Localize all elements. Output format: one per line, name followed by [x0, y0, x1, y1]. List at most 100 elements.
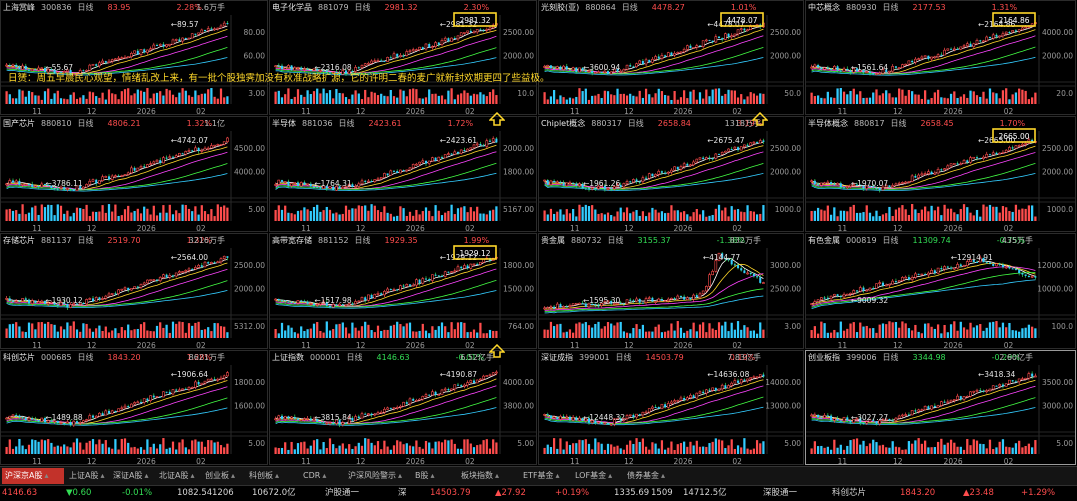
candle-body	[59, 422, 63, 425]
volume-bar	[463, 206, 466, 221]
volume-bar	[191, 325, 194, 338]
volume-bar	[865, 205, 868, 221]
candle-body	[78, 69, 82, 74]
volume-bar	[885, 213, 888, 221]
chart-panel-399006[interactable]: 创业板指 399006 日线 3344.98 -0.29% 2.60亿手 ←3418.34 ←…	[805, 350, 1076, 465]
chart-panel-399001[interactable]: 深证成指 399001 日线 14503.79 0.19% 7.83亿手 ←14636.08…	[538, 350, 804, 465]
candle-body	[884, 284, 888, 287]
volume-bar	[933, 447, 936, 454]
tab-9[interactable]: 板块指数 ▴	[458, 468, 518, 484]
chart-panel-880864[interactable]: 光刻胶(亚) 880864 日线 4478.27 1.01% ←4478.07 ←3600.…	[538, 0, 804, 115]
volume-bar	[816, 446, 820, 454]
candle-body	[972, 390, 976, 393]
volume-bar	[5, 91, 8, 104]
candle-body	[312, 68, 316, 71]
kline-chart[interactable]: ←14636.08←12448.3214000.0013000.005.0011…	[539, 351, 804, 465]
chart-panel-881079[interactable]: 电子化学品 881079 日线 2981.32 2.30% ←2981.32 ←2316.0…	[269, 0, 537, 115]
chart-panel-880817[interactable]: 半导体概念 880817 日线 2658.45 1.70% ←2665.00 ←1970.0…	[805, 116, 1076, 232]
candle-body	[826, 297, 829, 299]
volume-bar	[660, 211, 664, 221]
volume-bar	[733, 448, 736, 454]
volume-bar	[556, 324, 559, 338]
volume-bar	[203, 211, 207, 221]
tab-12[interactable]: 债券基金 ▴	[624, 468, 678, 484]
volume-bar	[107, 204, 111, 221]
tab-1[interactable]: 上证A股 ▴	[66, 468, 108, 484]
volume-bar	[1014, 443, 1018, 454]
volume-bar	[1005, 446, 1008, 454]
chart-panel-000819[interactable]: 有色金属 000819 日线 11309.74 -0.75% 435万手 ←12914.91…	[805, 233, 1076, 349]
chart-panel-880930[interactable]: 中芯概念 880930 日线 2177.53 1.31% ←2164.86 ←1561.64…	[805, 0, 1076, 115]
sz-connect-label[interactable]: 深股通一	[763, 488, 798, 498]
volume-bar	[59, 326, 63, 338]
hk-connect-label[interactable]: 沪股通一	[325, 488, 360, 498]
candle-body	[855, 68, 859, 72]
tab-0[interactable]: 沪深京A股 ▴	[2, 468, 64, 484]
volume-bar	[431, 93, 434, 104]
volume-bar	[300, 326, 303, 338]
volume-bar	[721, 325, 724, 338]
candle-body	[181, 37, 184, 42]
chart-panel-300836[interactable]: 上海赏峰 300836 日线 83.95 2.28% 1.6万手 ←89.57 ←55.67 8…	[0, 0, 268, 115]
tab-6[interactable]: CDR ▴	[300, 468, 342, 484]
volume-bar	[463, 322, 466, 338]
volume-bar	[759, 322, 762, 338]
volume-bar	[865, 325, 868, 338]
tab-5[interactable]: 科创板 ▴	[246, 468, 298, 484]
candle-body	[11, 414, 15, 417]
candle-body	[136, 50, 139, 55]
candle-body	[1017, 145, 1021, 147]
candle-body	[98, 412, 101, 417]
chart-panel-880732[interactable]: 贵金属 880732 日线 3155.37 -1.38% 832万手 ←4144.77 ←15…	[538, 233, 804, 349]
chart-panel-881137[interactable]: 存储芯片 881137 日线 2519.70 1.32% 3216万手 ←2564.00 ←1…	[0, 233, 268, 349]
candle-body	[491, 372, 495, 376]
candle-body	[685, 297, 689, 300]
panel-price: 2519.70	[107, 236, 141, 245]
candle-body	[975, 389, 979, 392]
chart-panel-880810[interactable]: 国产芯片 880810 日线 4806.21 1.32% 1.1亿 ←4742.07 ←378…	[0, 116, 268, 232]
tab-3[interactable]: 北证A股 ▴	[156, 468, 200, 484]
candle-body	[104, 295, 108, 299]
month-axis-label: 2026	[944, 457, 963, 465]
candle-body	[836, 182, 839, 186]
tab-10[interactable]: ETF基金 ▴	[520, 468, 570, 484]
chart-panel-880317[interactable]: Chiplet概念 880317 日线 2658.84 3.19% 1318万手 ←2675…	[538, 116, 804, 232]
tab-2[interactable]: 深证A股 ▴	[110, 468, 154, 484]
volume-bar	[466, 439, 469, 454]
volume-bar	[594, 323, 597, 338]
volume-bar	[444, 99, 447, 104]
tab-8[interactable]: B股 ▴	[412, 468, 456, 484]
chart-panel-881152[interactable]: 高带宽存储 881152 日线 1929.35 1.99% ←1929.12 ←1517.9…	[269, 233, 537, 349]
volume-bar	[207, 214, 210, 221]
chart-panel-881036[interactable]: 半导体 881036 日线 2423.61 1.72% ←2423.61 ←1764.31 2…	[269, 116, 537, 232]
candle-body	[962, 45, 966, 48]
kline-chart[interactable]: ←12914.91←9009.3212000.0010000.00100.011…	[806, 234, 1076, 349]
volume-bar	[911, 91, 914, 104]
volume-axis-label: 5.00	[248, 439, 265, 448]
tab-4[interactable]: 创业板 ▴	[202, 468, 244, 484]
tab-11[interactable]: LOF基金 ▴	[572, 468, 622, 484]
volume-bar	[155, 448, 159, 454]
candle-body	[897, 67, 901, 69]
tab-7[interactable]: 沪深风险警示 ▴	[345, 468, 409, 484]
chart-panel-000685[interactable]: 科创芯片 000685 日线 1843.20 1.28% 8621万手 ←1906.64 ←1…	[0, 350, 268, 465]
candle-body	[488, 374, 492, 377]
candle-body	[43, 418, 47, 423]
volume-bar	[21, 331, 24, 338]
candle-body	[1024, 143, 1027, 145]
chart-panel-000001[interactable]: 上证指数 000001 日线 4146.63 -0.01% 6.52亿手 ←4190.87 ←…	[269, 350, 537, 465]
